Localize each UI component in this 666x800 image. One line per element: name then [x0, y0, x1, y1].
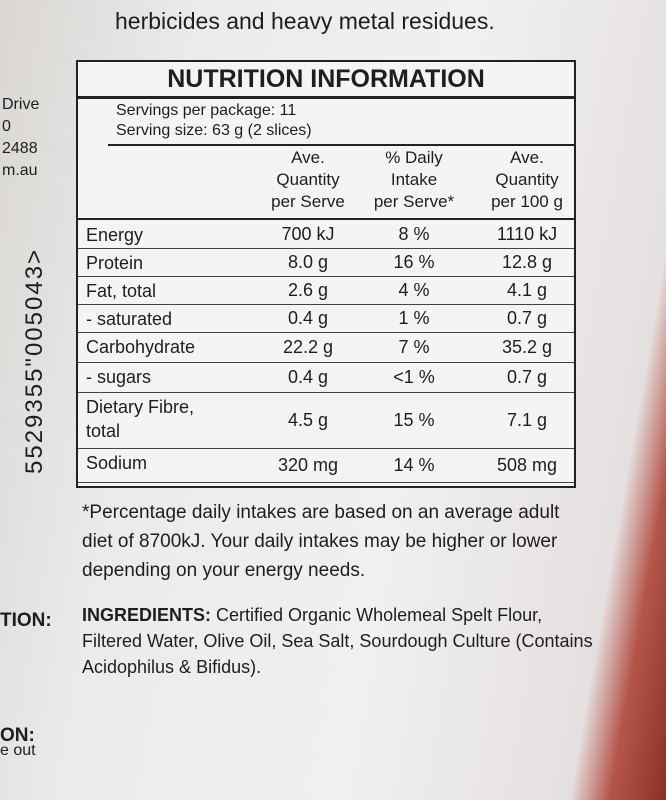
barcode-digits: 5529355"005043>	[21, 247, 48, 474]
row-rule	[78, 448, 574, 449]
footnote: *Percentage daily intakes are based on a…	[82, 502, 560, 581]
row-rule	[78, 304, 574, 305]
serving-size: Serving size: 63 g (2 slices)	[116, 122, 312, 139]
nutrient-value: 4.5 g	[287, 410, 329, 430]
nutrient-value: 2.6 g	[287, 280, 329, 300]
ingredients: INGREDIENTS: Certified Organic Wholemeal…	[82, 602, 602, 680]
nutrient-value: 0.4 g	[287, 367, 329, 387]
ingredients-text: Certified Organic Wholemeal Spelt Flour,…	[82, 605, 593, 677]
column-header: Ave.	[291, 148, 325, 167]
side-text: e out	[0, 742, 36, 759]
column-header: per 100 g	[491, 192, 563, 211]
nutrient-name: - sugars	[86, 367, 152, 387]
nutrient-value: 16 %	[393, 252, 435, 272]
table-title: NUTRITION INFORMATION	[78, 62, 574, 99]
nutrient-value: <1 %	[393, 367, 435, 387]
nutrient-value: 8 %	[398, 224, 430, 244]
nutrient-value: 1110 kJ	[496, 224, 558, 244]
nutrient-value: 12.8 g	[501, 252, 553, 272]
column-header: Ave.	[510, 148, 544, 167]
row-rule	[78, 332, 574, 333]
row-rule	[78, 362, 574, 363]
nutrient-value: 7.1 g	[506, 410, 548, 430]
nutrient-name: Carbohydrate	[86, 337, 196, 357]
side-text: 0	[2, 118, 11, 135]
nutrient-name: Protein	[86, 253, 144, 273]
nutrient-value: 7 %	[398, 337, 430, 357]
divider	[108, 144, 574, 146]
nutrient-value: 0.4 g	[287, 308, 329, 328]
side-text: TION:	[0, 610, 52, 631]
column-header: per Serve	[271, 192, 345, 211]
column-header: % Daily	[385, 148, 443, 167]
side-text: m.au	[2, 162, 38, 179]
top-text: herbicides and heavy metal residues.	[115, 8, 495, 34]
nutrient-value: 8.0 g	[287, 252, 329, 272]
side-text: Drive	[2, 96, 40, 113]
nutrient-value: 4.1 g	[506, 280, 548, 300]
nutrient-name: Fat, total	[86, 281, 157, 301]
nutrient-name: Dietary Fibre, total	[86, 397, 195, 441]
nutrient-value: 14 %	[393, 455, 435, 475]
nutrition-table: NUTRITION INFORMATION Servings per packag…	[76, 60, 576, 488]
ingredients-label: INGREDIENTS:	[82, 605, 212, 625]
nutrient-value: 0.7 g	[506, 308, 548, 328]
row-rule	[78, 392, 574, 393]
nutrient-value: 0.7 g	[506, 367, 548, 387]
servings: Servings per package: 11	[116, 102, 297, 119]
nutrient-value: 508 mg	[496, 455, 558, 475]
row-rule	[78, 482, 574, 483]
side-text: 2488	[2, 140, 38, 157]
row-rule	[78, 276, 574, 277]
side-text: ON:	[0, 725, 35, 746]
nutrient-value: 320 mg	[277, 455, 339, 475]
column-header: Intake	[390, 170, 438, 189]
row-rule	[78, 248, 574, 249]
divider	[78, 218, 574, 220]
nutrient-value: 4 %	[398, 280, 430, 300]
nutrient-value: 700 kJ	[281, 224, 335, 244]
nutrient-value: 15 %	[393, 410, 435, 430]
nutrient-name: - saturated	[86, 309, 173, 329]
column-header: Quantity	[276, 170, 340, 189]
nutrient-value: 1 %	[398, 308, 430, 328]
nutrient-name: Energy	[86, 225, 144, 245]
nutrient-value: 35.2 g	[501, 337, 553, 357]
nutrient-value: 22.2 g	[282, 337, 334, 357]
column-header: Quantity	[495, 170, 559, 189]
column-header: per Serve*	[373, 192, 455, 211]
nutrient-name: Sodium	[86, 453, 148, 473]
